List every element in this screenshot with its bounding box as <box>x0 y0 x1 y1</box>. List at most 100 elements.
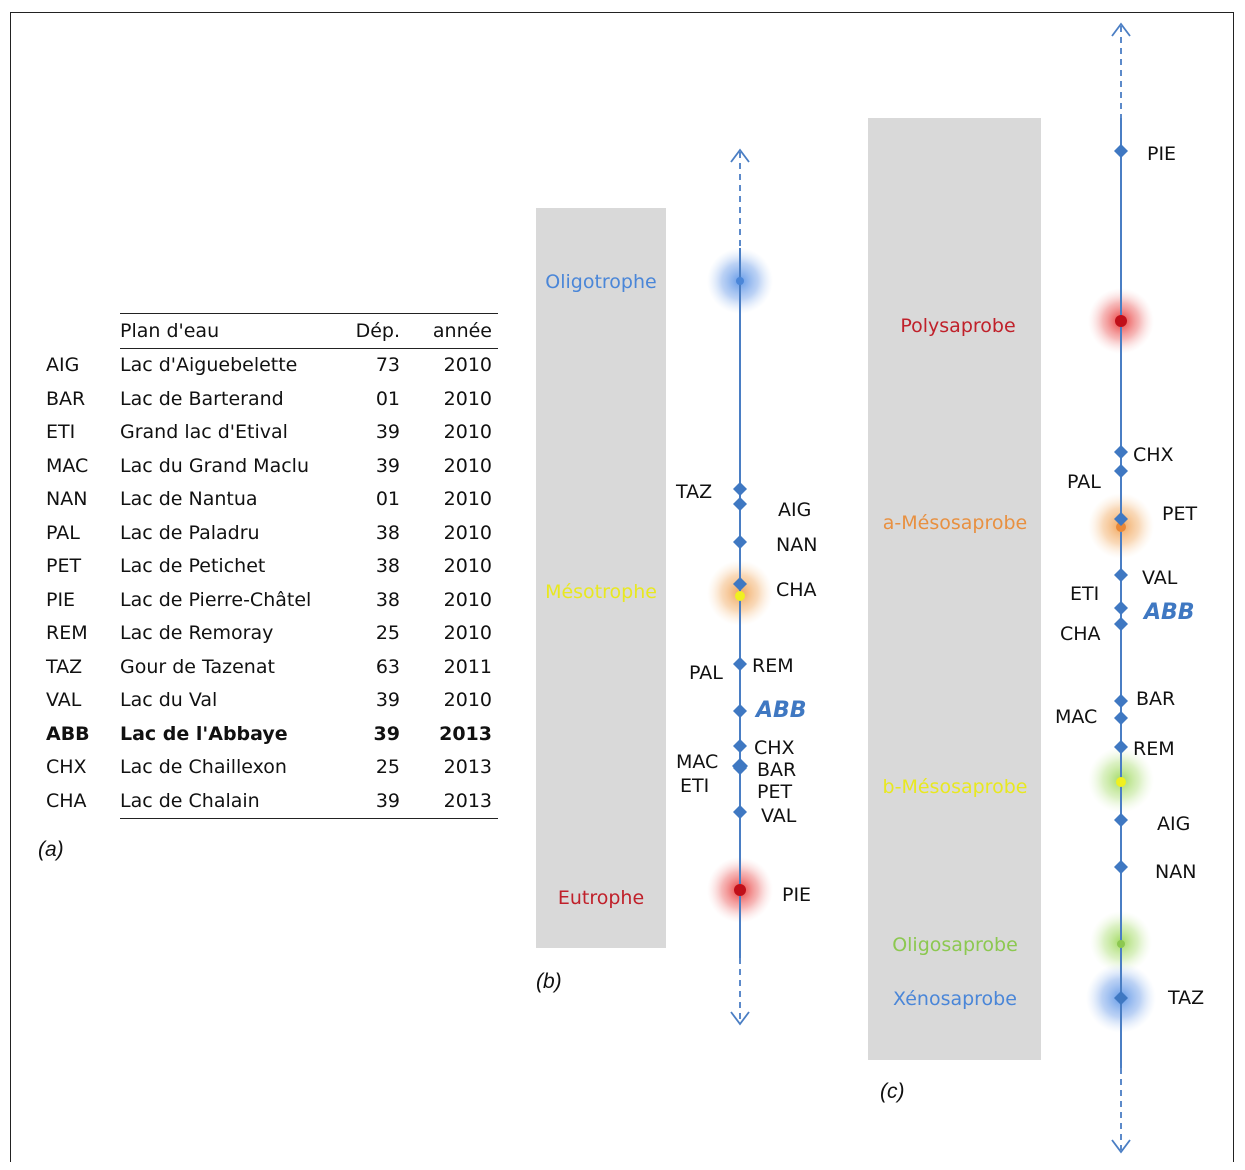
cell-annee: 2013 <box>439 722 492 745</box>
lake-c-nan: NAN <box>1155 861 1196 883</box>
lake-b-pal: PAL <box>689 662 723 684</box>
cell-plan-d-eau: Lac du Grand Maclu <box>120 454 309 477</box>
saprobic-zone-panel <box>868 118 1041 1060</box>
table-row: AIG Lac d'Aiguebelette 73 2010 <box>38 348 498 382</box>
cell-dep: 38 <box>375 555 400 578</box>
lake-b-abb: ABB <box>754 698 807 723</box>
marker-c-cha <box>1114 617 1128 631</box>
cell-annee: 2010 <box>443 387 492 410</box>
cell-code: PIE <box>46 588 76 611</box>
zone-label-eutrophe: Eutrophe <box>558 887 644 909</box>
lake-c-mac: MAC <box>1055 706 1097 728</box>
marker-c-eti-abb <box>1114 601 1128 615</box>
header-annee: année <box>404 313 498 349</box>
cell-code: ETI <box>46 421 76 444</box>
cell-code: NAN <box>46 488 88 511</box>
zone-label-mesotrophe: Mésotrophe <box>545 581 657 603</box>
cell-annee: 2010 <box>443 454 492 477</box>
lake-c-aig: AIG <box>1157 813 1190 835</box>
lake-c-bar: BAR <box>1136 688 1175 710</box>
center-dot-b-mesosaprobe <box>1116 777 1126 787</box>
cell-dep: 39 <box>375 454 400 477</box>
panel-c-label: (c) <box>880 1080 905 1103</box>
cell-annee: 2010 <box>443 622 492 645</box>
zone-label-b-mesosaprobe: b-Mésosaprobe <box>883 776 1028 798</box>
table-header-row: Plan d'eau Dép. année <box>38 313 498 349</box>
zone-label-a-mesosaprobe: a-Mésosaprobe <box>883 512 1027 534</box>
marker-c-bar <box>1114 694 1128 708</box>
cell-annee: 2013 <box>404 784 498 819</box>
cell-plan-d-eau: Lac de Petichet <box>120 555 266 578</box>
cell-plan-d-eau: Lac de Nantua <box>120 488 258 511</box>
figure-frame <box>10 12 1234 1162</box>
table-row: TAZ Gour de Tazenat 63 2011 <box>38 650 498 684</box>
lake-c-pet: PET <box>1162 503 1197 525</box>
table-row: BAR Lac de Barterand 01 2010 <box>38 382 498 416</box>
marker-c-aig <box>1114 813 1128 827</box>
cell-code: CHX <box>46 756 87 779</box>
cell-annee: 2013 <box>443 756 492 779</box>
lake-b-bar: BAR <box>757 759 796 781</box>
cell-code: VAL <box>46 689 82 712</box>
cell-plan-d-eau: Lac de Chaillexon <box>120 756 287 779</box>
cell-code: TAZ <box>46 655 83 678</box>
marker-c-nan <box>1114 860 1128 874</box>
marker-b-aig <box>733 497 747 511</box>
cell-dep: 38 <box>375 521 400 544</box>
cell-dep: 38 <box>375 588 400 611</box>
cell-dep: 73 <box>375 354 400 377</box>
zone-label-polysaprobe: Polysaprobe <box>900 315 1015 337</box>
cell-dep: 63 <box>375 655 400 678</box>
cell-code: ABB <box>46 722 90 745</box>
marker-c-pal <box>1114 464 1128 478</box>
lake-c-rem: REM <box>1133 738 1175 760</box>
lake-b-chx: CHX <box>754 737 795 759</box>
table-row: NAN Lac de Nantua 01 2010 <box>38 483 498 517</box>
lake-c-eti: ETI <box>1070 583 1099 605</box>
lake-c-val: VAL <box>1142 567 1178 589</box>
table-row: REM Lac de Remoray 25 2010 <box>38 617 498 651</box>
table-row: PET Lac de Petichet 38 2010 <box>38 550 498 584</box>
lake-b-nan: NAN <box>776 534 817 556</box>
center-dot-mesotrophe <box>735 591 745 601</box>
cell-annee: 2011 <box>443 655 492 678</box>
cell-code: PAL <box>46 521 80 544</box>
center-dot-a-mesosaprobe <box>1116 522 1126 532</box>
lake-b-cha: CHA <box>776 579 817 601</box>
cell-plan-d-eau: Lac de Chalain <box>120 784 342 819</box>
lake-b-mac: MAC <box>676 751 718 773</box>
center-dot-oligotrophe <box>736 277 744 285</box>
center-dot-eutrophe <box>734 884 746 896</box>
cell-plan-d-eau: Gour de Tazenat <box>120 655 275 678</box>
cell-plan-d-eau: Lac du Val <box>120 689 218 712</box>
cell-dep: 25 <box>375 622 400 645</box>
marker-b-nan <box>733 535 747 549</box>
cell-plan-d-eau: Lac de Paladru <box>120 521 260 544</box>
cell-code: PET <box>46 555 82 578</box>
cell-dep: 01 <box>375 387 400 410</box>
cell-annee: 2010 <box>443 421 492 444</box>
table-row: PIE Lac de Pierre-Châtel 38 2010 <box>38 583 498 617</box>
marker-b-eti <box>733 761 747 775</box>
cell-code: AIG <box>46 354 80 377</box>
cell-dep: 39 <box>375 689 400 712</box>
cell-annee: 2010 <box>443 588 492 611</box>
lake-c-abb: ABB <box>1142 600 1195 625</box>
table-row: ABB Lac de l'Abbaye 39 2013 <box>38 717 498 751</box>
table-row: MAC Lac du Grand Maclu 39 2010 <box>38 449 498 483</box>
marker-b-chx <box>733 739 747 753</box>
marker-b-pal-rem <box>733 657 747 671</box>
table-row: CHA Lac de Chalain 39 2013 <box>38 784 498 819</box>
trophic-axis-arrow-down-icon <box>730 1011 750 1026</box>
saprobic-axis-arrow-down-icon <box>1111 1139 1131 1154</box>
header-plan-d-eau: Plan d'eau <box>120 313 342 349</box>
table-row: VAL Lac du Val 39 2010 <box>38 684 498 718</box>
marker-c-val <box>1114 568 1128 582</box>
cell-dep: 01 <box>375 488 400 511</box>
zone-label-oligosaprobe: Oligosaprobe <box>892 934 1018 956</box>
table-row: CHX Lac de Chaillexon 25 2013 <box>38 751 498 785</box>
cell-plan-d-eau: Lac de Barterand <box>120 387 284 410</box>
marker-c-rem <box>1114 740 1128 754</box>
zone-label-oligotrophe: Oligotrophe <box>545 271 656 293</box>
